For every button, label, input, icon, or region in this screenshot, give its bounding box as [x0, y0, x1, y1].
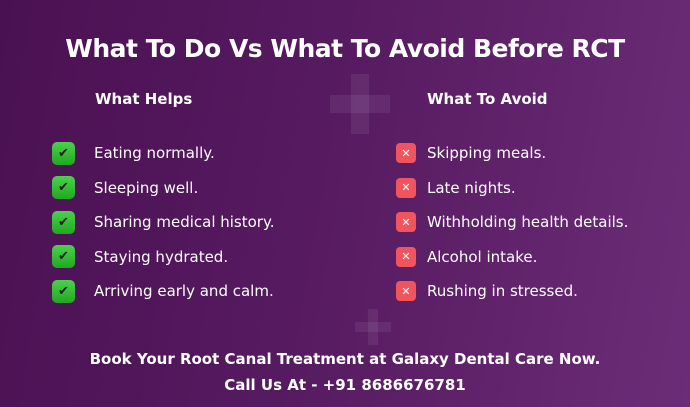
x-icon: ✕ [396, 281, 416, 302]
x-icon: ✕ [396, 177, 416, 198]
cross-decoration [368, 309, 378, 345]
avoid-heading: What To Avoid [427, 90, 548, 108]
check-icon: ✔ [52, 279, 75, 303]
list-item: ✕ Late nights. [396, 171, 628, 206]
list-item: ✔ Staying hydrated. [52, 240, 274, 275]
list-item: ✔ Arriving early and calm. [52, 274, 274, 309]
x-icon: ✕ [396, 246, 416, 267]
list-item: ✕ Skipping meals. [396, 136, 628, 171]
cross-decoration [330, 95, 390, 113]
list-item: ✕ Withholding health details. [396, 205, 628, 240]
cross-decoration [355, 322, 391, 332]
page-title: What To Do Vs What To Avoid Before RCT [65, 34, 625, 63]
list-item: ✔ Eating normally. [52, 136, 274, 171]
list-item: ✕ Alcohol intake. [396, 240, 628, 275]
helps-list: ✔ Eating normally. ✔ Sleeping well. ✔ Shari… [52, 136, 274, 309]
avoid-list: ✕ Skipping meals. ✕ Late nights. ✕ Withhold… [396, 136, 628, 309]
helps-heading: What Helps [95, 90, 193, 108]
check-icon: ✔ [52, 141, 75, 165]
list-item: ✔ Sharing medical history. [52, 205, 274, 240]
list-item: ✔ Sleeping well. [52, 171, 274, 206]
check-icon: ✔ [52, 245, 75, 269]
x-icon: ✕ [396, 143, 416, 164]
list-item: ✕ Rushing in stressed. [396, 274, 628, 309]
check-icon: ✔ [52, 176, 75, 200]
footer-cta: Book Your Root Canal Treatment at Galaxy… [89, 350, 601, 368]
x-icon: ✕ [396, 212, 416, 233]
footer-phone: Call Us At - +91 8686676781 [224, 376, 466, 394]
check-icon: ✔ [52, 210, 75, 234]
cross-decoration [351, 74, 369, 134]
